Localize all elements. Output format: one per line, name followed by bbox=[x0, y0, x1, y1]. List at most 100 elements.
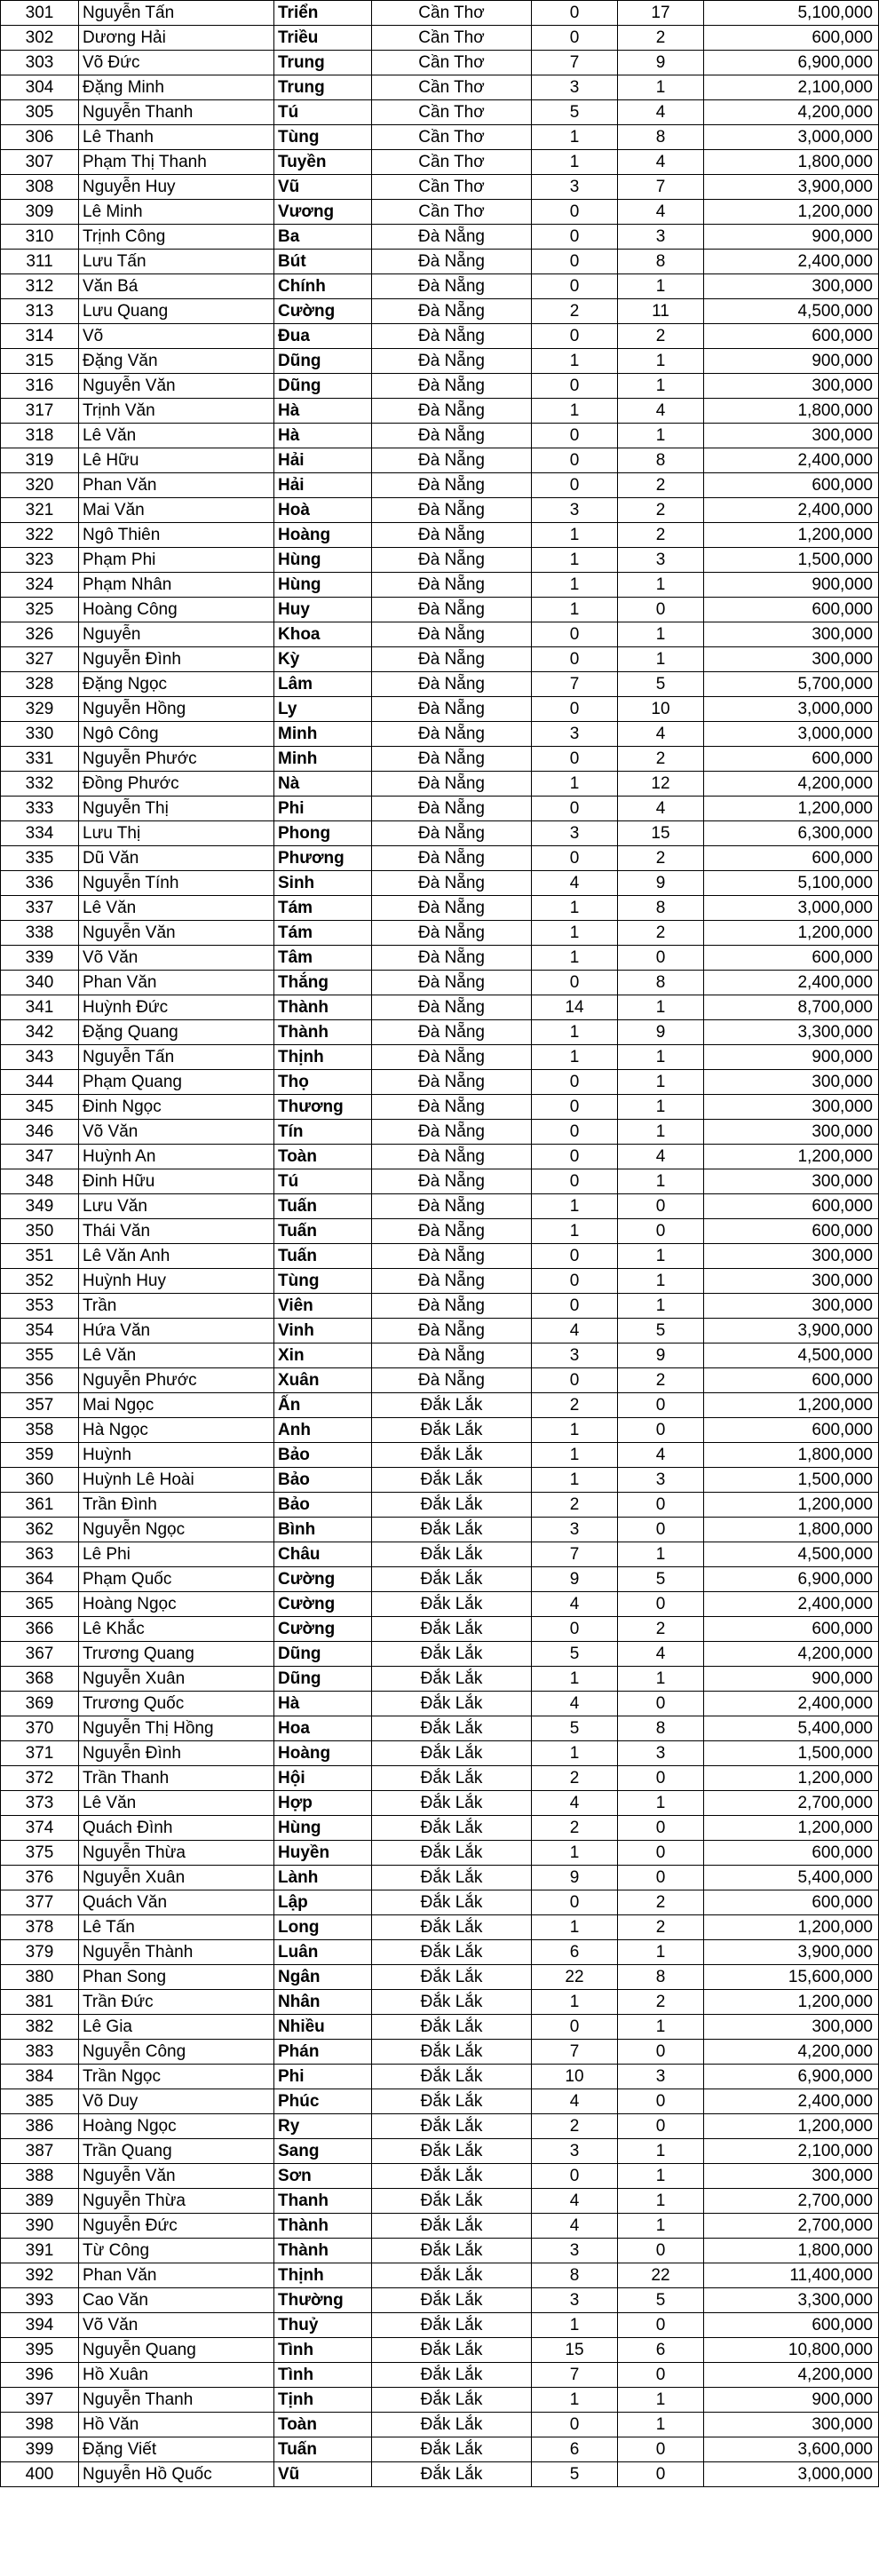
row-number-cell: 309 bbox=[0, 199, 79, 225]
row-number-cell: 307 bbox=[0, 149, 79, 175]
row-number-cell: 331 bbox=[0, 746, 79, 772]
amount-cell: 300,000 bbox=[703, 2412, 879, 2437]
count-a-cell: 5 bbox=[531, 1641, 618, 1667]
row-number-cell: 322 bbox=[0, 522, 79, 548]
family-middle-name-cell: Lê Thanh bbox=[78, 124, 274, 150]
count-a-cell: 7 bbox=[531, 1542, 618, 1567]
given-name-cell: Phi bbox=[273, 2064, 372, 2089]
table-row: 351 Lê Văn Anh Tuấn Đà Nẵng 0 1 300,000 bbox=[0, 1243, 879, 1269]
count-a-cell: 4 bbox=[531, 2089, 618, 2114]
amount-cell: 300,000 bbox=[703, 1268, 879, 1294]
count-a-cell: 3 bbox=[531, 721, 618, 747]
given-name-cell: Đua bbox=[273, 323, 372, 349]
family-middle-name-cell: Quách Văn bbox=[78, 1890, 274, 1915]
family-middle-name-cell: Hoàng Ngọc bbox=[78, 2113, 274, 2139]
family-middle-name-cell: Phan Văn bbox=[78, 2263, 274, 2288]
table-row: 365 Hoàng Ngọc Cường Đắk Lắk 4 0 2,400,000 bbox=[0, 1591, 879, 1617]
count-b-cell: 3 bbox=[617, 224, 704, 250]
count-b-cell: 6 bbox=[617, 2337, 704, 2363]
table-row: 377 Quách Văn Lập Đắk Lắk 0 2 600,000 bbox=[0, 1890, 879, 1915]
given-name-cell: Thành bbox=[273, 995, 372, 1020]
table-row: 357 Mai Ngọc Ấn Đắk Lắk 2 0 1,200,000 bbox=[0, 1392, 879, 1418]
count-b-cell: 8 bbox=[617, 249, 704, 274]
row-number-cell: 339 bbox=[0, 945, 79, 971]
given-name-cell: Thuỷ bbox=[273, 2312, 372, 2338]
family-middle-name-cell: Hứa Văn bbox=[78, 1318, 274, 1343]
count-a-cell: 0 bbox=[531, 199, 618, 225]
table-row: 343 Nguyễn Tấn Thịnh Đà Nẵng 1 1 900,000 bbox=[0, 1044, 879, 1070]
count-b-cell: 0 bbox=[617, 1865, 704, 1890]
family-middle-name-cell: Huỳnh An bbox=[78, 1144, 274, 1169]
amount-cell: 2,700,000 bbox=[703, 2188, 879, 2214]
row-number-cell: 351 bbox=[0, 1243, 79, 1269]
table-row: 348 Đinh Hữu Tú Đà Nẵng 0 1 300,000 bbox=[0, 1169, 879, 1194]
data-table: 301 Nguyễn Tấn Triển Cần Thơ 0 17 5,100,000 302… bbox=[0, 0, 879, 2487]
province-cell: Đà Nẵng bbox=[371, 671, 532, 697]
row-number-cell: 373 bbox=[0, 1790, 79, 1816]
count-b-cell: 1 bbox=[617, 1939, 704, 1965]
family-middle-name-cell: Trương Quốc bbox=[78, 1691, 274, 1716]
count-a-cell: 0 bbox=[531, 0, 618, 26]
count-a-cell: 4 bbox=[531, 1691, 618, 1716]
family-middle-name-cell: Đinh Hữu bbox=[78, 1169, 274, 1194]
amount-cell: 600,000 bbox=[703, 1840, 879, 1866]
count-b-cell: 1 bbox=[617, 2412, 704, 2437]
province-cell: Đà Nẵng bbox=[371, 522, 532, 548]
amount-cell: 900,000 bbox=[703, 224, 879, 250]
family-middle-name-cell: Mai Văn bbox=[78, 497, 274, 523]
row-number-cell: 375 bbox=[0, 1840, 79, 1866]
row-number-cell: 360 bbox=[0, 1467, 79, 1493]
province-cell: Đắk Lắk bbox=[371, 2263, 532, 2288]
amount-cell: 1,800,000 bbox=[703, 2238, 879, 2263]
count-a-cell: 1 bbox=[531, 149, 618, 175]
row-number-cell: 323 bbox=[0, 547, 79, 573]
province-cell: Đắk Lắk bbox=[371, 1666, 532, 1692]
given-name-cell: Vũ bbox=[273, 174, 372, 200]
row-number-cell: 379 bbox=[0, 1939, 79, 1965]
count-b-cell: 3 bbox=[617, 547, 704, 573]
row-number-cell: 374 bbox=[0, 1815, 79, 1841]
amount-cell: 1,500,000 bbox=[703, 1740, 879, 1766]
amount-cell: 5,400,000 bbox=[703, 1716, 879, 1741]
given-name-cell: Tuyền bbox=[273, 149, 372, 175]
table-row: 350 Thái Văn Tuấn Đà Nẵng 1 0 600,000 bbox=[0, 1218, 879, 1244]
table-row: 310 Trịnh Công Ba Đà Nẵng 0 3 900,000 bbox=[0, 224, 879, 250]
table-row: 337 Lê Văn Tám Đà Nẵng 1 8 3,000,000 bbox=[0, 895, 879, 921]
given-name-cell: Bảo bbox=[273, 1492, 372, 1518]
row-number-cell: 366 bbox=[0, 1616, 79, 1642]
province-cell: Đà Nẵng bbox=[371, 646, 532, 672]
table-row: 397 Nguyễn Thanh Tịnh Đắk Lắk 1 1 900,000 bbox=[0, 2387, 879, 2413]
family-middle-name-cell: Nguyễn Phước bbox=[78, 746, 274, 772]
row-number-cell: 304 bbox=[0, 75, 79, 100]
amount-cell: 3,600,000 bbox=[703, 2437, 879, 2462]
family-middle-name-cell: Võ bbox=[78, 323, 274, 349]
count-b-cell: 0 bbox=[617, 1417, 704, 1443]
count-b-cell: 2 bbox=[617, 920, 704, 946]
row-number-cell: 396 bbox=[0, 2362, 79, 2388]
count-b-cell: 4 bbox=[617, 796, 704, 821]
row-number-cell: 340 bbox=[0, 970, 79, 995]
count-b-cell: 1 bbox=[617, 75, 704, 100]
province-cell: Đà Nẵng bbox=[371, 1243, 532, 1269]
given-name-cell: Tuấn bbox=[273, 1218, 372, 1244]
count-a-cell: 7 bbox=[531, 2039, 618, 2065]
given-name-cell: Hội bbox=[273, 1765, 372, 1791]
province-cell: Cần Thơ bbox=[371, 25, 532, 51]
family-middle-name-cell: Văn Bá bbox=[78, 273, 274, 299]
amount-cell: 600,000 bbox=[703, 1890, 879, 1915]
amount-cell: 300,000 bbox=[703, 2014, 879, 2040]
given-name-cell: Hợp bbox=[273, 1790, 372, 1816]
amount-cell: 2,700,000 bbox=[703, 2213, 879, 2239]
count-a-cell: 0 bbox=[531, 1144, 618, 1169]
table-row: 396 Hồ Xuân Tình Đắk Lắk 7 0 4,200,000 bbox=[0, 2362, 879, 2388]
family-middle-name-cell: Nguyễn Thị bbox=[78, 796, 274, 821]
table-row: 313 Lưu Quang Cường Đà Nẵng 2 11 4,500,000 bbox=[0, 298, 879, 324]
family-middle-name-cell: Đinh Ngọc bbox=[78, 1094, 274, 1120]
province-cell: Đắk Lắk bbox=[371, 1566, 532, 1592]
table-row: 306 Lê Thanh Tùng Cần Thơ 1 8 3,000,000 bbox=[0, 124, 879, 150]
row-number-cell: 367 bbox=[0, 1641, 79, 1667]
family-middle-name-cell: Trần Đức bbox=[78, 1989, 274, 2015]
given-name-cell: Minh bbox=[273, 721, 372, 747]
province-cell: Đắk Lắk bbox=[371, 1442, 532, 1468]
row-number-cell: 326 bbox=[0, 622, 79, 647]
